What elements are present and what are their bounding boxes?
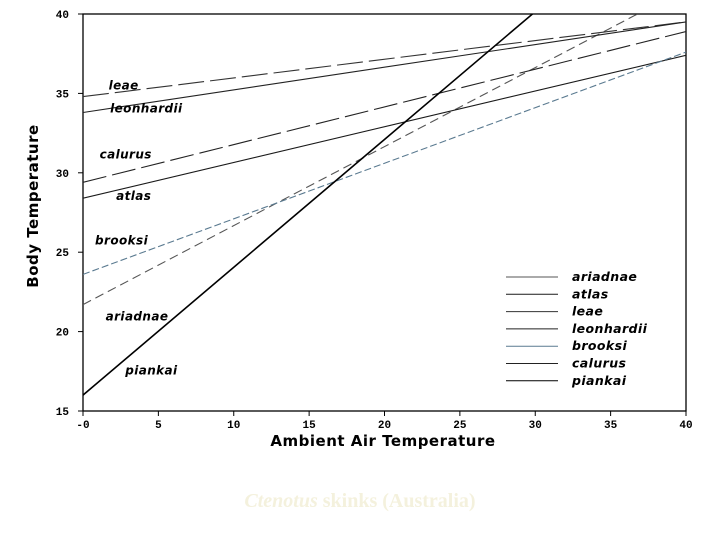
legend-label-ariadnae: ariadnae: [572, 269, 637, 284]
y-axis-title: Body Temperature: [24, 124, 42, 287]
line-label-brooksi: brooksi: [95, 233, 149, 247]
line-label-leonhardii: leonhardii: [110, 101, 183, 115]
legend-label-calurus: calurus: [572, 356, 626, 371]
series-line-atlas: [83, 54, 686, 199]
series-line-brooksi: [83, 51, 686, 275]
series-line-leae: [83, 21, 686, 98]
caption: Ctenotus skinks (Australia): [0, 490, 720, 513]
x-tick-label: 30: [529, 420, 542, 432]
y-tick-label: 30: [56, 169, 69, 181]
line-label-piankai: piankai: [124, 363, 178, 377]
series-line-piankai: [83, 14, 534, 396]
series-layer: [83, 14, 686, 396]
line-label-calurus: calurus: [100, 148, 152, 162]
y-tick-label: 15: [56, 407, 70, 419]
line-label-atlas: atlas: [116, 189, 151, 203]
x-tick-label: 10: [227, 420, 240, 432]
y-tick-label: 35: [56, 89, 70, 101]
x-axis: -0 5 10 15 20 25 30 35 40: [76, 411, 693, 432]
series-line-calurus: [83, 30, 686, 183]
series-line-leonhardii: [83, 21, 686, 114]
y-tick-label: 20: [56, 328, 69, 340]
caption-genus: Ctenotus: [244, 490, 318, 512]
x-tick-label: 15: [303, 420, 317, 432]
legend-label-atlas: atlas: [572, 286, 609, 301]
y-axis: 15 20 25 30 35 40: [56, 10, 83, 419]
x-tick-label: -0: [76, 420, 89, 432]
x-tick-label: 5: [155, 420, 162, 432]
y-tick-label: 40: [56, 10, 69, 22]
legend-label-leae: leae: [572, 304, 603, 319]
x-tick-label: 20: [378, 420, 391, 432]
line-label-ariadnae: ariadnae: [106, 309, 169, 323]
x-tick-label: 35: [604, 420, 618, 432]
x-tick-label: 25: [453, 420, 467, 432]
x-axis-title: Ambient Air Temperature: [270, 432, 495, 450]
x-tick-label: 40: [679, 420, 692, 432]
legend-label-leonhardii: leonhardii: [572, 321, 648, 336]
legend-label-brooksi: brooksi: [572, 338, 627, 353]
legend: ariadnae atlas leae leonhardii brooksi caluru…: [506, 269, 648, 388]
series-line-ariadnae: [83, 14, 639, 306]
caption-rest: skinks (Australia): [317, 490, 476, 512]
line-label-leae: leae: [109, 78, 139, 92]
y-tick-label: 25: [56, 248, 70, 260]
line-labels: leae leonhardii calurus atlas brooksi ariadna…: [95, 78, 183, 377]
legend-label-piankai: piankai: [571, 373, 627, 388]
